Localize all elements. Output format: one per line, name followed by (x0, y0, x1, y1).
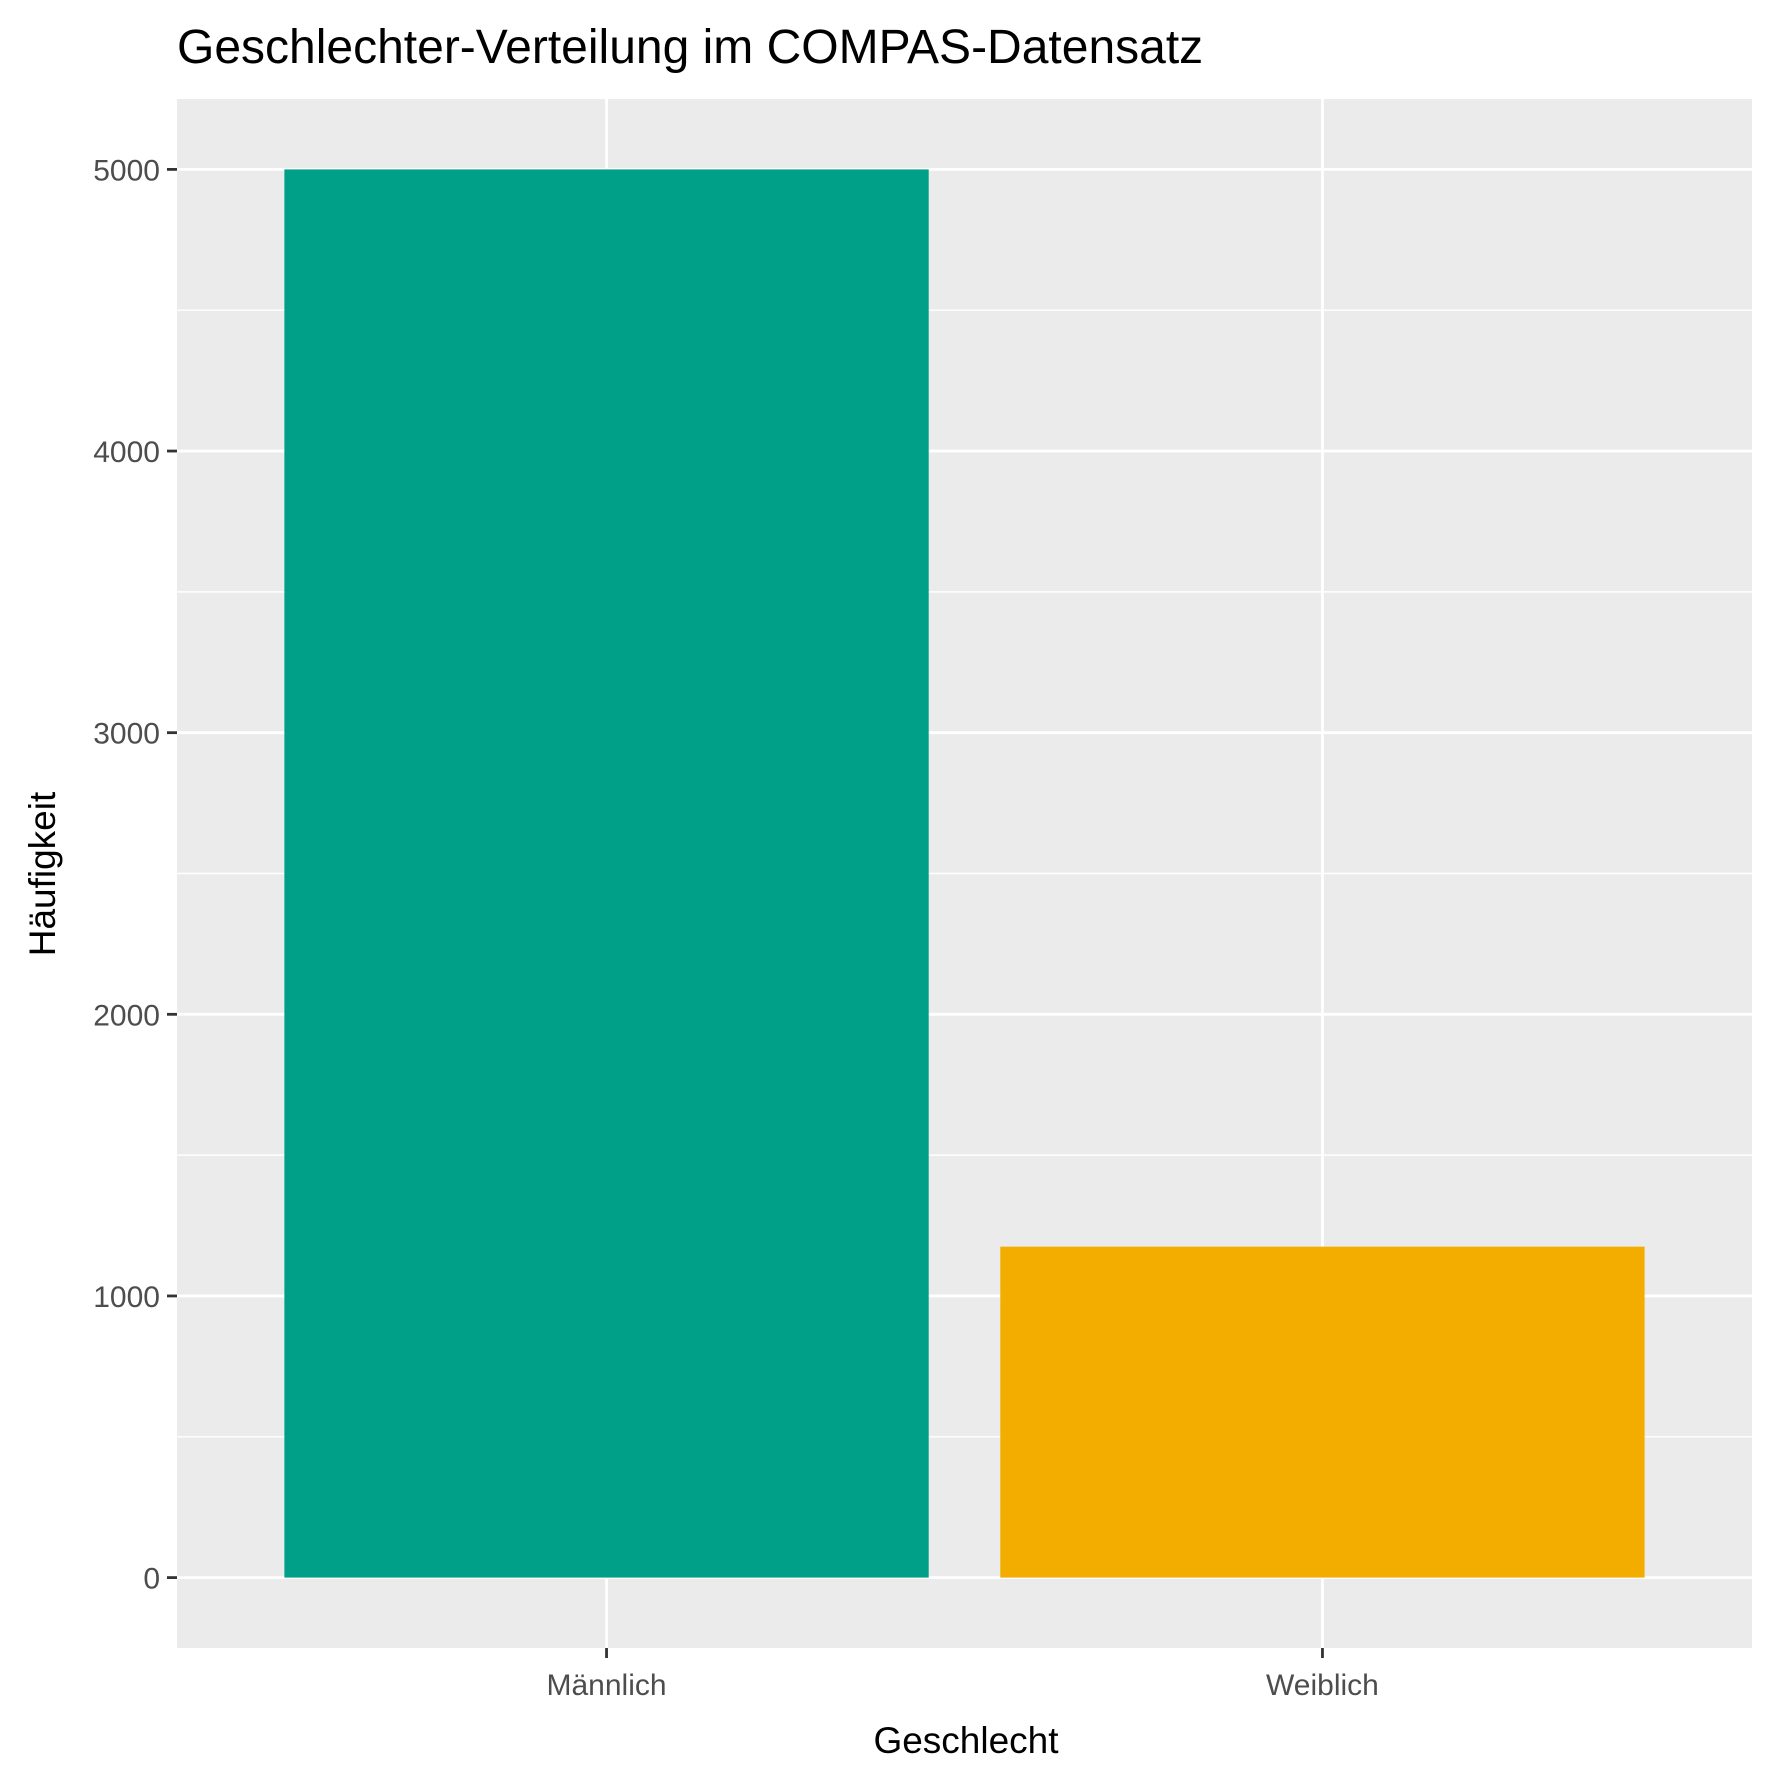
x-tick-label: Männlich (547, 1669, 667, 1702)
x-axis-title: Geschlecht (873, 1720, 1059, 1761)
bar-weiblich (1000, 1246, 1645, 1578)
y-tick-label: 5000 (93, 154, 160, 187)
chart-title: Geschlechter-Verteilung im COMPAS-Datens… (177, 21, 1203, 74)
y-tick-label: 1000 (93, 1281, 160, 1314)
y-tick-label: 3000 (93, 718, 160, 751)
axis-layer: 0 1000 2000 3000 4000 5000 Männlich Weiblich (93, 154, 1379, 1702)
y-tick-label: 4000 (93, 436, 160, 469)
bar-maennlich (284, 169, 929, 1578)
y-tick-label: 2000 (93, 999, 160, 1032)
y-axis-title: Häufigkeit (22, 791, 63, 956)
bar-layer (284, 169, 1645, 1578)
y-tick-label: 0 (143, 1563, 160, 1596)
x-tick-label: Weiblich (1266, 1669, 1379, 1702)
